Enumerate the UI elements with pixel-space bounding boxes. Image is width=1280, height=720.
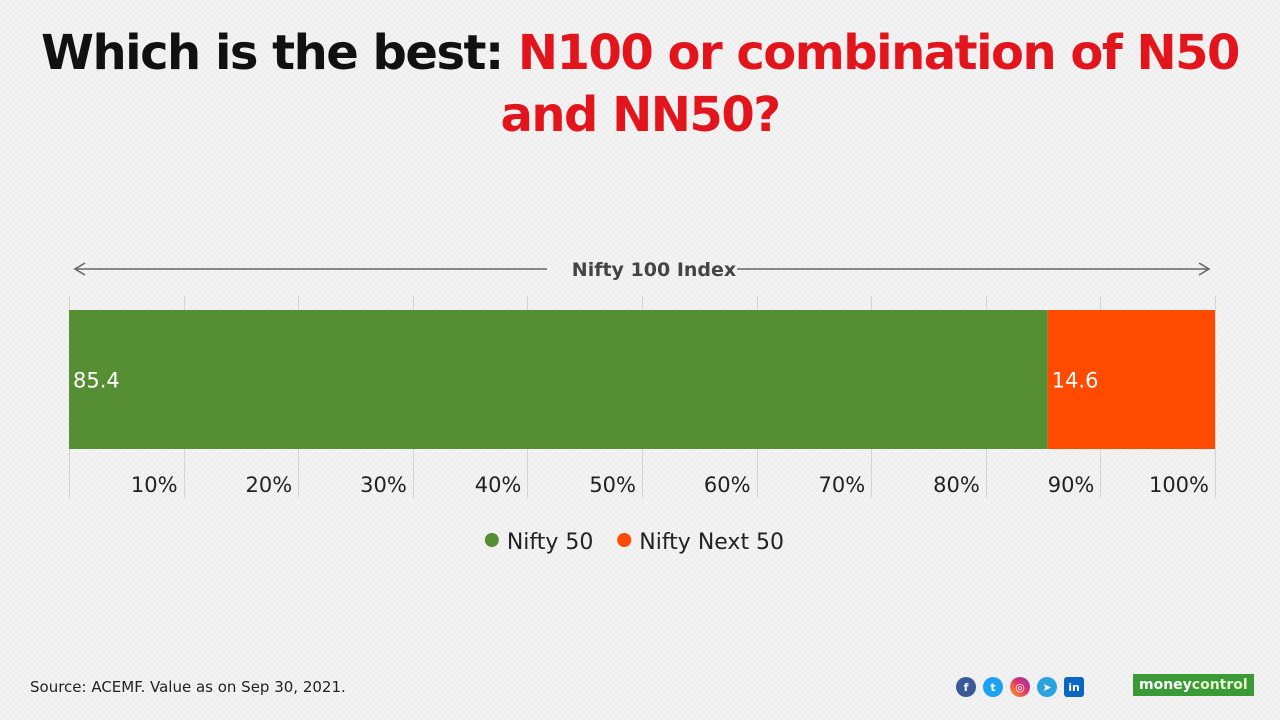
moneycontrol-logo: moneycontrol [1133, 674, 1254, 696]
social-icons: f t ◎ ➤ in [956, 677, 1084, 697]
x-tick-label: 30% [360, 473, 407, 497]
legend-marker [617, 533, 632, 547]
title-text: Which is the best: [41, 25, 518, 81]
linkedin-icon[interactable]: in [1064, 677, 1084, 697]
x-tick-label: 80% [933, 473, 980, 497]
source-note: Source: ACEMF. Value as on Sep 30, 2021. [30, 678, 346, 696]
x-tick-label: 10% [131, 473, 178, 497]
span-arrow-left-head [73, 262, 86, 276]
twitter-icon[interactable]: t [983, 677, 1003, 697]
bar-segment [1047, 310, 1215, 449]
data-label: 14.6 [1052, 369, 1099, 393]
x-tick-label: 40% [475, 473, 522, 497]
stacked-bar-chart: 85.4 14.6 10% 20% 30% 40% 50% 60% 70% 80% 90% 100% N… [69, 259, 1216, 555]
span-arrow-right-head [1198, 262, 1211, 276]
legend-label: Nifty 50 [507, 530, 594, 555]
brand-part2: control [1191, 677, 1248, 693]
telegram-icon[interactable]: ➤ [1037, 677, 1057, 697]
x-tick-label: 50% [589, 473, 636, 497]
x-tick-label: 70% [819, 473, 866, 497]
page-title: Which is the best: N100 or combination o… [40, 22, 1240, 146]
instagram-icon[interactable]: ◎ [1010, 677, 1030, 697]
span-label: Nifty 100 Index [572, 259, 736, 281]
legend-label: Nifty Next 50 [639, 530, 784, 555]
x-tick-label: 100% [1149, 473, 1209, 497]
data-label: 85.4 [73, 369, 120, 393]
bar-segment [69, 310, 1048, 449]
x-tick-label: 90% [1048, 473, 1095, 497]
x-tick-label: 20% [246, 473, 293, 497]
legend-marker [484, 533, 499, 547]
facebook-icon[interactable]: f [956, 677, 976, 697]
brand-part1: money [1139, 677, 1192, 693]
title-highlight: N100 or combination of N50 and NN50? [500, 25, 1240, 143]
x-tick-label: 60% [704, 473, 751, 497]
